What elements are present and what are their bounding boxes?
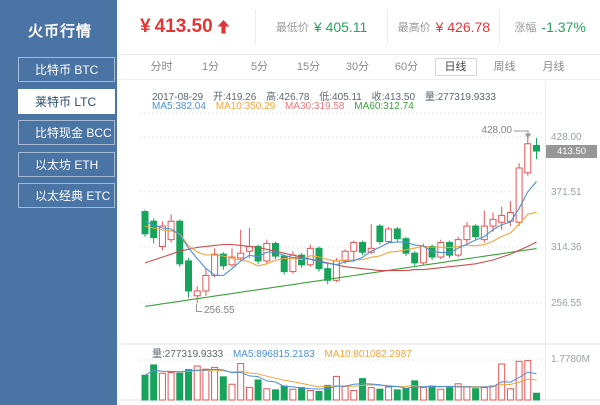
tab-30min[interactable]: 30分 [345,60,370,73]
sidebar-item-etc[interactable]: 以太经典 ETC [18,183,115,208]
low-annotation-line [196,304,202,312]
arrow-up-icon [217,20,230,34]
stat-change-label: 涨幅 [514,22,537,34]
current-price-badge: 413.50 [546,144,597,158]
axis-label-256: 256.55 [551,297,582,309]
axis-label-428: 428.00 [551,131,582,143]
stat-highest: 最高价 ¥ 426.78 [387,10,499,44]
volume-value: 量:277319.9333 [152,349,224,360]
tab-daily[interactable]: 日线 [431,57,480,76]
chart-plot [140,112,543,401]
chart-volume: 量:277319.9333 [424,92,496,103]
volume-legend-row: 量:277319.9333 MA5:896815.2183 MA10:80108… [152,345,419,360]
volume-ma10-legend: MA10:801082.2987 [324,349,412,360]
price-header: ¥413.50 最低价 ¥ 405.11 最高价 ¥ 426.78 涨幅 -1.… [117,0,600,55]
tab-15min[interactable]: 15分 [296,60,321,73]
app-title: 火币行情 [28,23,93,40]
ma-legend-row: MA5:382.04 MA10:350.29 MA30:319.58 MA60:… [152,101,421,112]
axis-label-314: 314.36 [551,241,582,253]
stat-lowest: 最低价 ¥ 405.11 [254,10,388,44]
ma30-legend: MA30:319.58 [285,101,345,112]
sidebar-item-ltc[interactable]: 莱特币 LTC [18,88,115,114]
stat-highest-label: 最高价 [397,22,431,34]
current-price-value: 413.50 [154,16,213,37]
currency-symbol: ¥ [140,16,151,37]
tab-1min[interactable]: 1分 [201,60,220,73]
period-tabs: 分时 1分 5分 15分 30分 60分 日线 周线 月线 [117,55,600,80]
ma60-legend: MA60:312.74 [354,101,414,112]
high-annotation-arrow [524,133,532,139]
sidebar-item-bcc[interactable]: 比特现金 BCC [18,120,115,145]
stat-lowest-label: 最低价 [275,22,309,34]
sidebar: 火币行情 比特币 BTC 莱特币 LTC 比特现金 BCC 以太坊 ETH 以太… [0,0,117,405]
chart-close: 收:413.50 [371,92,416,103]
chart-date: 2017-08-29 [152,92,204,103]
tab-weekly[interactable]: 周线 [493,60,516,73]
sidebar-item-btc[interactable]: 比特币 BTC [18,57,115,82]
ma5-legend: MA5:382.04 [152,101,206,112]
chart-open: 开:419.26 [212,92,257,103]
low-annotation: 256.55 [204,305,235,316]
stat-lowest-value: ¥ 405.11 [313,19,368,35]
volume-ma5-legend: MA5:896815.2183 [232,349,315,360]
ma10-legend: MA10:350.29 [215,101,276,112]
tab-timeline[interactable]: 分时 [150,60,173,73]
tab-60min[interactable]: 60分 [394,60,419,73]
current-price: ¥413.50 [117,16,255,38]
sidebar-item-eth[interactable]: 以太坊 ETH [18,151,115,177]
chart-high: 高:426.78 [266,92,310,103]
coin-menu: 比特币 BTC 莱特币 LTC 比特现金 BCC 以太坊 ETH 以太经典 ET… [18,57,115,215]
volume-axis-label: 1.7780M [551,354,590,365]
axis-label-371: 371.51 [551,186,582,198]
chart-low: 低:405.11 [319,92,362,103]
stat-change-value: -1.37% [541,19,586,35]
high-annotation-line [514,130,529,134]
tab-5min[interactable]: 5分 [250,60,269,73]
stat-highest-value: ¥ 426.78 [435,19,491,35]
stat-change: 涨幅 -1.37% [499,10,600,44]
high-annotation: 428.00 [481,125,512,136]
tab-monthly[interactable]: 月线 [542,60,565,73]
ohlc-info-row: 2017-08-29 开:419.26 高:426.78 低:405.11 收:… [152,88,503,103]
